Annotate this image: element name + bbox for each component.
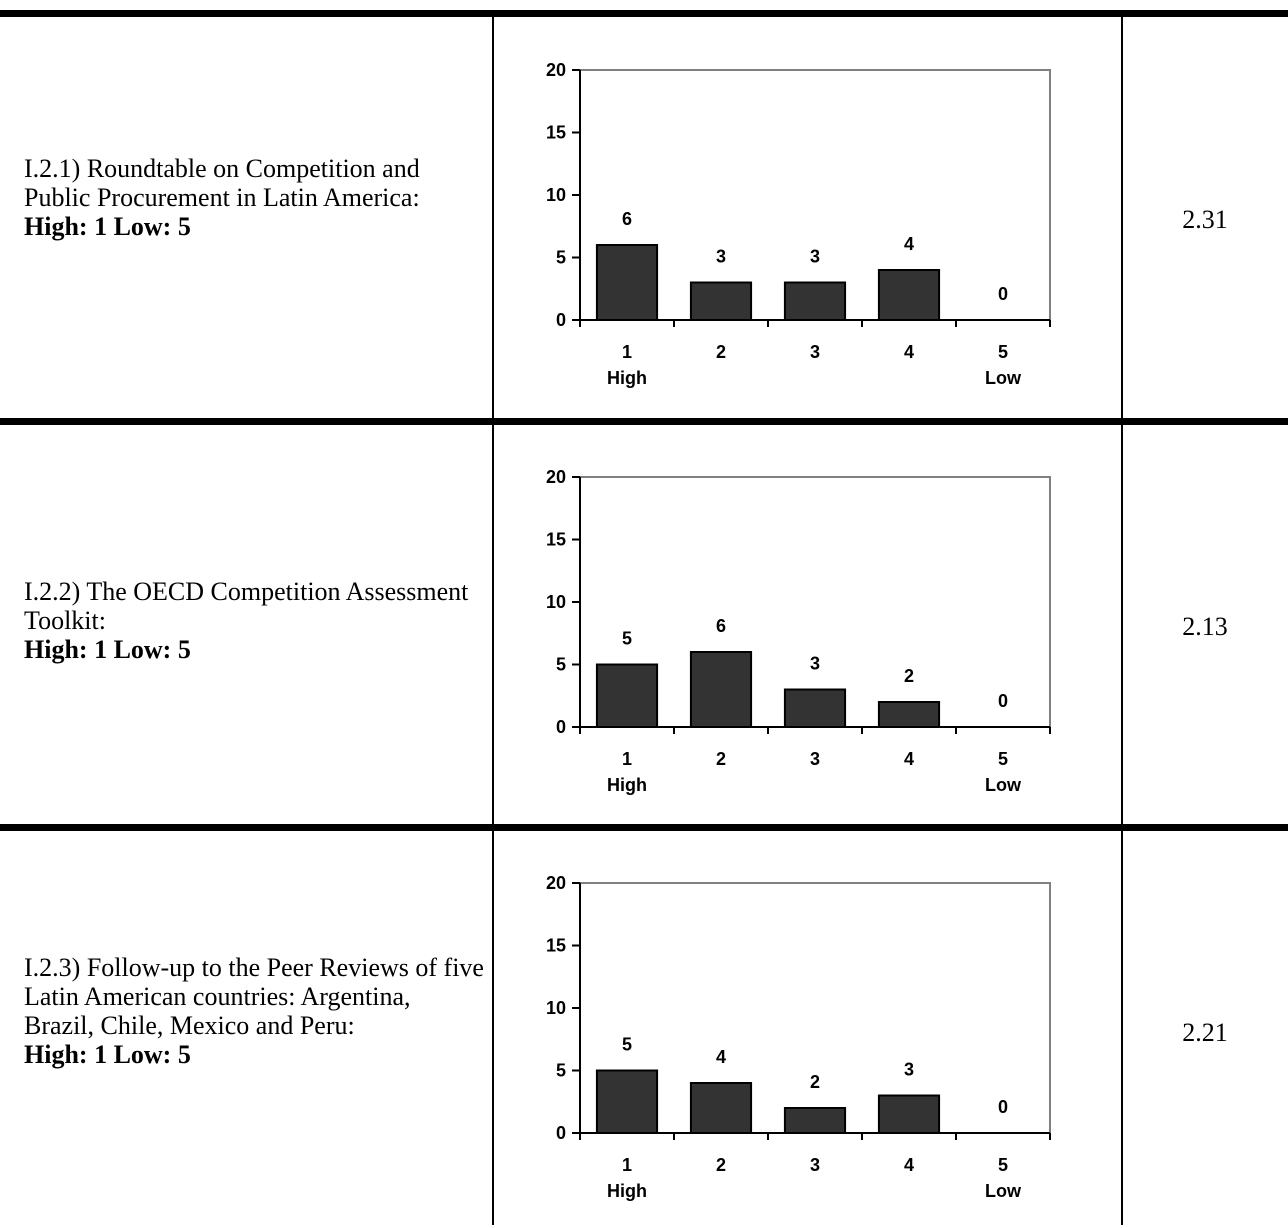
x-tick-label-2: 2 bbox=[716, 342, 726, 362]
x-tick-label-4: 4 bbox=[904, 342, 914, 362]
x-tick-label-4: 4 bbox=[904, 1155, 914, 1175]
y-tick-label: 15 bbox=[546, 936, 566, 956]
y-tick-label: 5 bbox=[556, 248, 566, 268]
y-tick-label: 15 bbox=[546, 530, 566, 550]
column-divider-right bbox=[1121, 17, 1123, 1225]
bar-3 bbox=[783, 1107, 847, 1134]
table-top-rule bbox=[0, 10, 1288, 17]
row-1-average-score: 2.31 bbox=[1182, 205, 1228, 234]
y-tick-label: 5 bbox=[556, 1061, 566, 1081]
bar-3 bbox=[783, 281, 847, 321]
x-tick-label-2: 2 bbox=[716, 1155, 726, 1175]
row-1-bar-chart: 0 5 10 15 20 6 1 High 3 2 3 3 4 4 0 5 Low bbox=[546, 60, 1051, 388]
x-tick-label-5: 5 bbox=[998, 1155, 1008, 1175]
x-tick-label-3: 3 bbox=[810, 749, 820, 769]
row-1-scale: High: 1 Low: 5 bbox=[24, 212, 191, 241]
row-3-bar-chart: 0 5 10 15 20 5 1 High 4 2 2 3 3 4 0 5 Low bbox=[546, 873, 1051, 1201]
data-label-4: 2 bbox=[904, 666, 914, 686]
data-label-5: 0 bbox=[998, 284, 1008, 304]
y-tick-label: 0 bbox=[556, 717, 566, 737]
row-divider-1 bbox=[0, 418, 1288, 425]
row-2-label: I.2.2) The OECD Competition Assessment T… bbox=[24, 577, 469, 635]
y-tick-label: 15 bbox=[546, 123, 566, 143]
x-tick-label-4: 4 bbox=[904, 749, 914, 769]
row-2-scale: High: 1 Low: 5 bbox=[24, 635, 191, 664]
data-label-5: 0 bbox=[998, 691, 1008, 711]
bar-1 bbox=[595, 244, 659, 321]
y-tick-label: 20 bbox=[546, 873, 566, 893]
data-label-1: 6 bbox=[622, 209, 632, 229]
y-tick-label: 20 bbox=[546, 467, 566, 487]
plot-frame bbox=[580, 476, 1051, 727]
row-3-average-score: 2.21 bbox=[1182, 1018, 1228, 1047]
x-tick-label-1: 1 bbox=[622, 342, 632, 362]
row-3-scale: High: 1 Low: 5 bbox=[24, 1040, 191, 1069]
data-label-3: 2 bbox=[810, 1072, 820, 1092]
x-sublabel-low: Low bbox=[985, 775, 1022, 795]
row-2-bar-chart: 0 5 10 15 20 5 1 High 6 2 3 3 2 4 0 5 Low bbox=[546, 467, 1051, 795]
row-3-description: I.2.3) Follow-up to the Peer Reviews of … bbox=[24, 953, 484, 1069]
x-tick-label-1: 1 bbox=[622, 1155, 632, 1175]
x-sublabel-high: High bbox=[607, 775, 647, 795]
x-tick-label-1: 1 bbox=[622, 749, 632, 769]
y-tick-label: 10 bbox=[546, 998, 566, 1018]
row-divider-2 bbox=[0, 824, 1288, 831]
x-sublabel-high: High bbox=[607, 1181, 647, 1201]
bar-1 bbox=[595, 1069, 659, 1134]
data-label-1: 5 bbox=[622, 1035, 632, 1055]
column-divider-left bbox=[492, 17, 494, 1225]
data-label-5: 0 bbox=[998, 1097, 1008, 1117]
row-3-label: I.2.3) Follow-up to the Peer Reviews of … bbox=[24, 953, 484, 1040]
x-tick-label-5: 5 bbox=[998, 749, 1008, 769]
y-tick-label: 0 bbox=[556, 1123, 566, 1143]
data-label-4: 4 bbox=[904, 234, 914, 254]
bar-1 bbox=[595, 663, 659, 728]
x-sublabel-low: Low bbox=[985, 1181, 1022, 1201]
data-label-3: 3 bbox=[810, 247, 820, 267]
row-2-description: I.2.2) The OECD Competition Assessment T… bbox=[24, 577, 484, 664]
data-label-2: 4 bbox=[716, 1047, 726, 1067]
x-tick-label-5: 5 bbox=[998, 342, 1008, 362]
data-label-3: 3 bbox=[810, 654, 820, 674]
data-label-2: 3 bbox=[716, 247, 726, 267]
bar-3 bbox=[783, 688, 847, 728]
plot-frame bbox=[580, 882, 1051, 1133]
y-tick-label: 5 bbox=[556, 655, 566, 675]
x-sublabel-low: Low bbox=[985, 368, 1022, 388]
plot-frame bbox=[580, 69, 1051, 320]
bar-2 bbox=[689, 1082, 753, 1134]
bar-4 bbox=[877, 1094, 941, 1134]
row-1-description: I.2.1) Roundtable on Competition and Pub… bbox=[24, 154, 484, 241]
x-tick-label-3: 3 bbox=[810, 1155, 820, 1175]
x-tick-label-2: 2 bbox=[716, 749, 726, 769]
row-2-average-score: 2.13 bbox=[1182, 612, 1228, 641]
data-label-1: 5 bbox=[622, 629, 632, 649]
bar-4 bbox=[877, 269, 941, 321]
x-sublabel-high: High bbox=[607, 368, 647, 388]
bar-2 bbox=[689, 651, 753, 728]
bar-4 bbox=[877, 701, 941, 728]
y-tick-label: 10 bbox=[546, 185, 566, 205]
y-tick-label: 20 bbox=[546, 60, 566, 80]
x-tick-label-3: 3 bbox=[810, 342, 820, 362]
row-1-label: I.2.1) Roundtable on Competition and Pub… bbox=[24, 154, 420, 212]
bar-2 bbox=[689, 281, 753, 321]
y-tick-label: 0 bbox=[556, 310, 566, 330]
y-tick-label: 10 bbox=[546, 592, 566, 612]
data-label-2: 6 bbox=[716, 616, 726, 636]
data-label-4: 3 bbox=[904, 1060, 914, 1080]
